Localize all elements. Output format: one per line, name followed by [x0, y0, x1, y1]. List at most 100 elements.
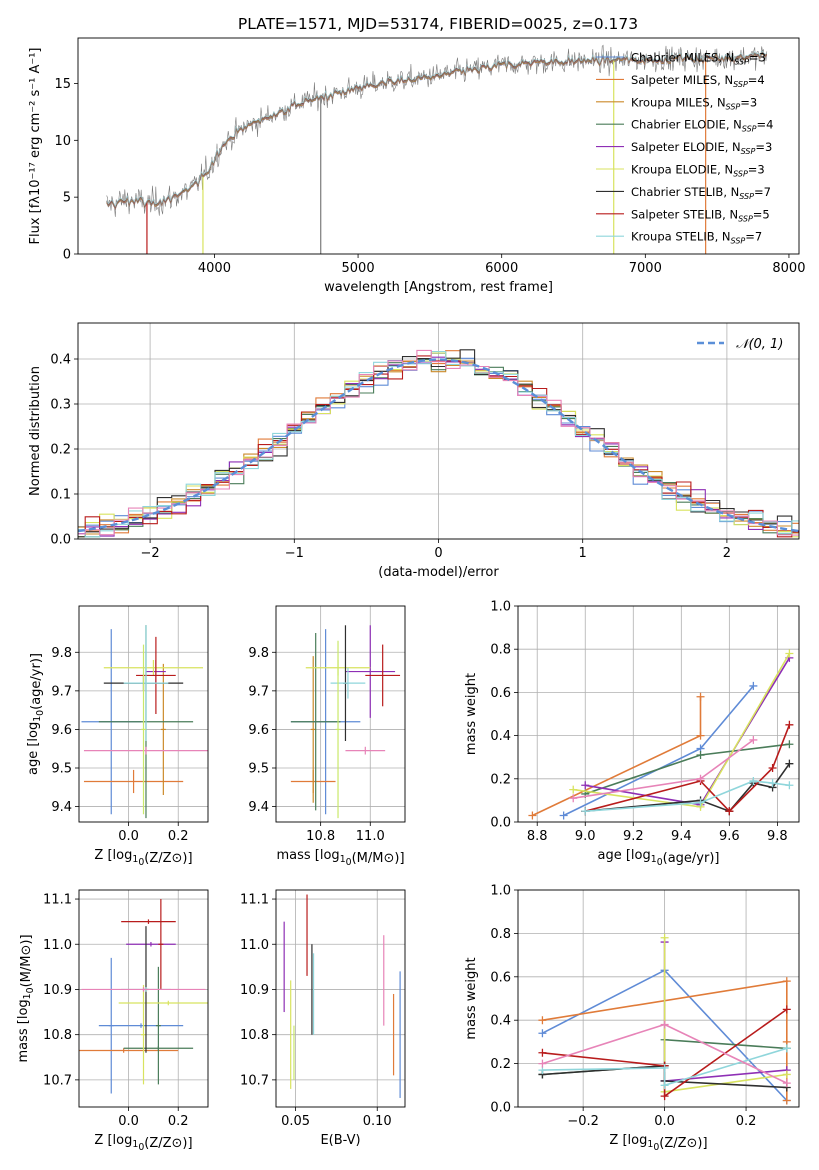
x-tick-label: 0.0: [118, 1114, 139, 1129]
weight-line: [532, 696, 702, 817]
x-axis-label: Z [log10(Z/Z⊙)]: [609, 1133, 707, 1153]
residuals-panel-marks: [78, 349, 799, 538]
weight-line: [542, 1047, 788, 1087]
y-tick-label: 0.0: [490, 816, 511, 831]
spectrum-legend: Chabrier MILES, NSSP=3 Salpeter MILES, NS…: [596, 51, 773, 246]
ebv-mass-panel-marks: [283, 894, 401, 1098]
weight-line: [584, 724, 791, 813]
data-point: [538, 1059, 547, 1068]
y-tick-label: 9.4: [248, 800, 269, 815]
y-axis-label: Normed distribution: [28, 366, 43, 496]
x-tick-label: 0: [434, 546, 442, 561]
data-point: [696, 692, 705, 701]
data-point: [569, 785, 578, 794]
y-tick-label: 9.5: [248, 762, 269, 777]
data-point: [696, 731, 705, 740]
x-tick-label: 9.8: [767, 829, 788, 844]
z-age-panel-marks: [81, 625, 208, 819]
y-tick-label: 0.4: [50, 353, 71, 368]
y-tick-label: 0.2: [490, 1057, 511, 1072]
x-tick-label: 9.4: [671, 829, 692, 844]
data-point: [782, 1070, 791, 1079]
x-tick-label: 0.2: [168, 829, 189, 844]
x-tick-label: 0.0: [654, 1114, 675, 1129]
histogram-kroupa-stelib: [78, 351, 799, 538]
y-tick-label: 0.4: [490, 729, 511, 744]
y-tick-label: 0.1: [50, 488, 71, 503]
y-tick-label: 0.2: [50, 443, 71, 458]
data-point: [785, 759, 794, 768]
y-axis-label: age [log10(age/yr)]: [26, 653, 46, 775]
y-tick-label: 10.8: [43, 1028, 72, 1043]
y-axis-label: mass weight: [464, 673, 479, 755]
x-axis-label: wavelength [Angstrom, rest frame]: [324, 280, 553, 295]
x-axis-label: (data-model)/error: [378, 565, 499, 580]
y-tick-label: 10.7: [43, 1073, 72, 1088]
data-point: [660, 1063, 669, 1072]
x-tick-label: 4000: [198, 261, 231, 276]
data-point: [569, 794, 578, 803]
data-point: [785, 649, 794, 658]
x-tick-label: 0.10: [363, 1114, 392, 1129]
data-point: [660, 1020, 669, 1029]
weight-line: [663, 942, 787, 1082]
y-tick-label: 9.4: [51, 800, 72, 815]
normal-curve: [78, 358, 799, 533]
x-tick-label: 9.2: [623, 829, 644, 844]
x-axis-label: E(B-V): [320, 1133, 360, 1148]
y-tick-label: 10: [54, 134, 71, 149]
legend-entry: Chabrier ELODIE, NSSP=4: [631, 118, 773, 134]
data-point: [538, 1016, 547, 1025]
legend-entry: Salpeter STELIB, NSSP=5: [631, 207, 770, 223]
y-tick-label: 0.3: [50, 398, 71, 413]
z-mass-panel: 0.0 0.2 10.7 10.8 10.9 11.0 11.1 Z [log10(Z/Z⊙)…: [16, 889, 209, 1153]
y-tick-label: 9.7: [51, 684, 72, 699]
legend-entry: Chabrier MILES, NSSP=3: [631, 51, 766, 67]
y-axis-label: mass [log10(M/M⊙)]: [16, 934, 36, 1062]
mass-age-panel-frame: [275, 605, 406, 823]
data-point: [538, 1048, 547, 1057]
histogram-pink: [78, 349, 799, 536]
x-tick-label: 5000: [342, 261, 375, 276]
z-weight-panel-frame: [517, 889, 800, 1108]
x-tick-label: 0.2: [736, 1114, 757, 1129]
data-point: [749, 776, 758, 785]
data-point: [696, 774, 705, 783]
model-kroupa-stelib: [106, 50, 768, 208]
data-point: [528, 811, 537, 820]
x-axis-label: Z [log10(Z/Z⊙)]: [94, 848, 192, 868]
legend-entry: 𝒩(0, 1): [736, 337, 783, 352]
x-tick-label: −1: [285, 546, 304, 561]
figure-title: PLATE=1571, MJD=53174, FIBERID=0025, z=0…: [238, 15, 638, 33]
ebv-mass-panel-frame: [275, 889, 406, 1108]
x-tick-label: 0.05: [281, 1114, 310, 1129]
histogram-kroupa-elodie: [78, 352, 799, 538]
y-tick-label: 9.8: [51, 646, 72, 661]
x-tick-label: 0.2: [168, 1114, 189, 1129]
data-point: [559, 811, 568, 820]
y-tick-label: 9.8: [248, 646, 269, 661]
ebv-mass-panel: 0.05 0.10 10.7 10.8 10.9 11.0 11.1 E(B-V): [240, 889, 406, 1148]
y-tick-label: 0.0: [50, 533, 71, 548]
y-tick-label: 0.6: [490, 686, 511, 701]
legend-entry: Chabrier STELIB, NSSP=7: [631, 185, 771, 201]
residuals-panel: −2 −1 0 1 2 0.0 0.1 0.2 0.3 0.4 (data-model)/error…: [28, 322, 800, 580]
legend-entry: Salpeter MILES, NSSP=4: [631, 73, 765, 89]
age-weight-panel-marks: [528, 649, 794, 820]
y-tick-label: 10.9: [43, 983, 72, 998]
z-mass-panel-frame: [78, 889, 209, 1108]
data-point: [581, 807, 590, 816]
y-tick-label: 9.6: [248, 723, 269, 738]
z-weight-panel-marks: [538, 933, 791, 1105]
data-point: [581, 781, 590, 790]
z-age-panel: 0.0 0.2 9.4 9.5 9.6 9.7 9.8 Z [log10(Z/Z⊙)] age …: [26, 605, 209, 868]
age-weight-panel: 8.8 9.0 9.2 9.4 9.6 9.8 0.0 0.2 0.4 0.6 0.8 1.0 age …: [464, 600, 800, 868]
data-point: [696, 751, 705, 760]
x-tick-label: 9.6: [719, 829, 740, 844]
data-point: [785, 781, 794, 790]
data-point: [782, 1096, 791, 1105]
mass-age-panel-marks: [290, 625, 401, 819]
data-point: [782, 1005, 791, 1014]
x-tick-label: −0.2: [567, 1114, 599, 1129]
y-tick-label: 10.8: [240, 1028, 269, 1043]
